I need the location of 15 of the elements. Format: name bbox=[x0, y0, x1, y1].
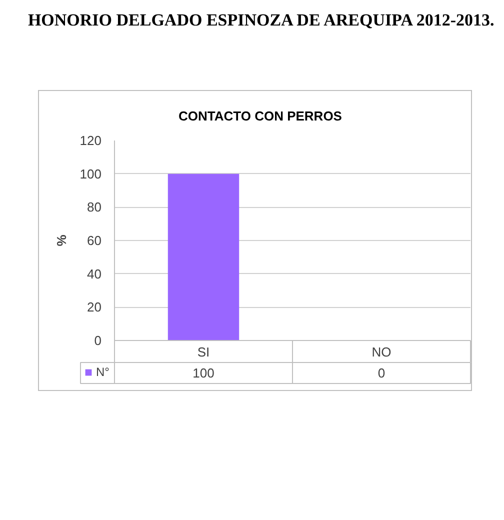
y-tick-label: 80 bbox=[87, 200, 102, 215]
chart-title: CONTACTO CON PERROS bbox=[178, 108, 342, 124]
x-tick-label: SI bbox=[197, 344, 210, 360]
y-tick-label: 20 bbox=[87, 300, 102, 315]
y-axis-title: % bbox=[54, 234, 69, 246]
y-tick-label: 40 bbox=[87, 266, 102, 282]
data-label: 100 bbox=[192, 366, 214, 380]
text: HONORIO DELGADO ESPINOZA DE AREQUIPA 2012-2013. bbox=[28, 10, 494, 30]
y-tick-label: 120 bbox=[80, 133, 102, 148]
legend-label: N° bbox=[96, 365, 110, 379]
x-tick-label: NO bbox=[372, 344, 392, 360]
y-tick-label: 100 bbox=[80, 166, 102, 182]
y-tick-label: 0 bbox=[94, 333, 102, 348]
data-label: 0 bbox=[378, 366, 386, 380]
y-tick-label: 60 bbox=[87, 233, 102, 248]
